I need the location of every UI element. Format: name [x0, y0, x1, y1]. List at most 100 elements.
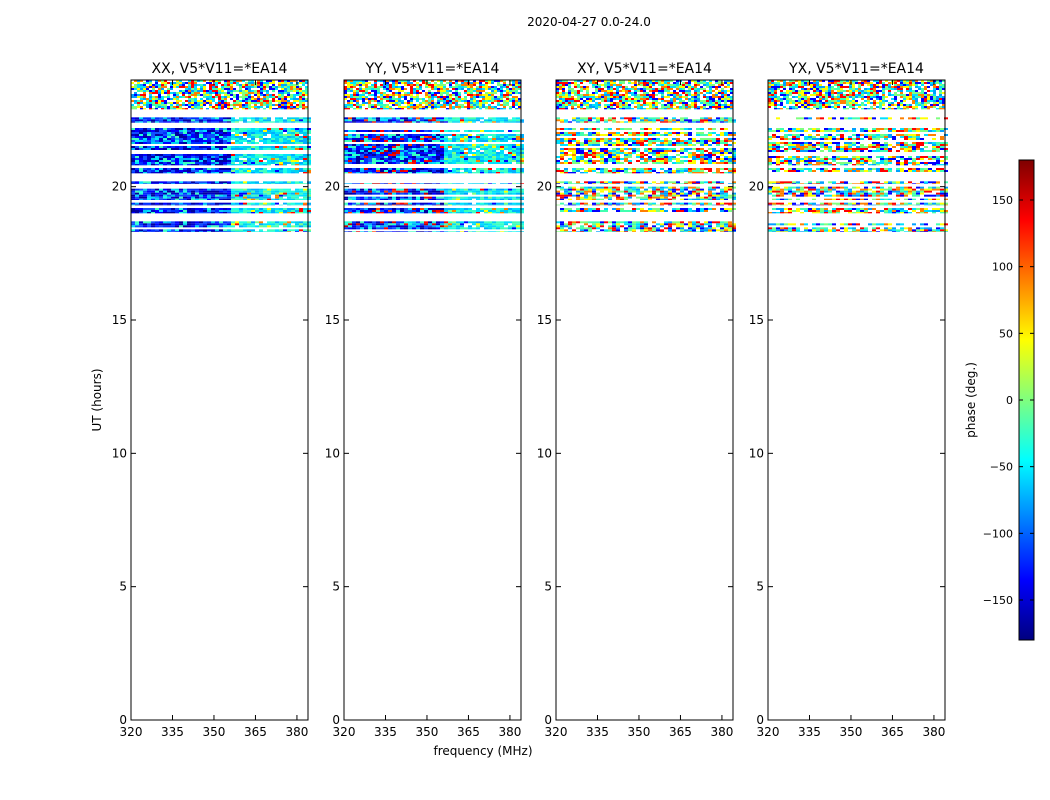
heatmap-cell — [227, 170, 231, 172]
heatmap-cell — [146, 102, 149, 104]
heatmap-cell — [257, 102, 260, 104]
heatmap-cell — [203, 117, 207, 120]
heatmap-cell — [392, 130, 396, 132]
heatmap-cell — [404, 227, 408, 230]
heatmap-cell — [283, 142, 287, 144]
heatmap-cell — [155, 128, 159, 130]
heatmap-cell — [412, 121, 416, 123]
heatmap-cell — [197, 102, 200, 104]
heatmap-cell — [185, 82, 188, 84]
heatmap-cell — [147, 190, 151, 193]
heatmap-cell — [295, 132, 299, 134]
heatmap-cell — [206, 80, 209, 82]
heatmap-cell — [504, 150, 508, 152]
heatmap-cell — [295, 170, 299, 172]
heatmap-cell — [239, 82, 242, 84]
heatmap-cell — [348, 192, 352, 195]
heatmap-cell — [199, 172, 203, 174]
heatmap-cell — [352, 192, 356, 195]
heatmap-cell — [207, 212, 211, 214]
heatmap-cell — [303, 164, 307, 166]
heatmap-cell — [147, 142, 151, 144]
heatmap-cell — [175, 154, 179, 156]
heatmap-cell — [448, 140, 452, 142]
heatmap-cell — [396, 210, 400, 212]
heatmap-cell — [263, 98, 266, 100]
heatmap-cell — [503, 86, 506, 88]
heatmap-cell — [468, 196, 472, 199]
heatmap-cell — [191, 210, 195, 212]
heatmap-cell — [476, 170, 480, 172]
heatmap-cell — [182, 96, 185, 98]
heatmap-cell — [509, 96, 512, 98]
heatmap-cell — [396, 231, 400, 232]
heatmap-cell — [239, 172, 243, 174]
heatmap-cell — [171, 142, 175, 144]
heatmap-cell — [175, 190, 179, 193]
heatmap-cell — [233, 90, 236, 92]
heatmap-cell — [227, 221, 231, 224]
heatmap-cell — [291, 208, 295, 210]
heatmap-cell — [396, 138, 400, 140]
heatmap-cell — [488, 162, 492, 164]
heatmap-cell — [416, 121, 420, 123]
heatmap-cell — [392, 204, 396, 206]
heatmap-cell — [275, 140, 279, 142]
heatmap-cell — [296, 92, 299, 94]
heatmap-cell — [424, 208, 428, 210]
heatmap-cell — [159, 225, 163, 228]
heatmap-cell — [267, 156, 271, 158]
heatmap-cell — [179, 221, 183, 224]
heatmap-cell — [230, 88, 233, 90]
heatmap-cell — [448, 196, 452, 199]
heatmap-cell — [251, 156, 255, 158]
heatmap-cell — [267, 158, 271, 160]
heatmap-cell — [464, 225, 468, 228]
heatmap-cell — [440, 225, 444, 228]
heatmap-cell — [496, 227, 500, 230]
heatmap-cell — [195, 162, 199, 164]
heatmap-cell — [516, 210, 520, 212]
heatmap-cell — [151, 138, 155, 140]
heatmap-cell — [143, 88, 146, 90]
heatmap-cell — [275, 194, 279, 197]
heatmap-cell — [400, 210, 404, 212]
heatmap-cell — [353, 86, 356, 88]
heatmap-cell — [206, 84, 209, 86]
heatmap-cell — [384, 192, 388, 195]
heatmap-cell — [149, 106, 152, 108]
heatmap-cell — [368, 227, 372, 230]
heatmap-cell — [134, 94, 137, 96]
heatmap-cell — [428, 148, 432, 150]
heatmap-cell — [291, 225, 295, 228]
heatmap-cell — [135, 119, 139, 122]
heatmap-cell — [295, 128, 299, 130]
heatmap-cell — [247, 223, 251, 226]
heatmap-cell — [215, 231, 219, 232]
heatmap-cell — [267, 162, 271, 164]
heatmap-cell — [388, 154, 392, 156]
heatmap-cell — [302, 100, 305, 102]
heatmap-cell — [424, 134, 428, 136]
heatmap-cell — [263, 130, 267, 132]
heatmap-cell — [444, 136, 448, 138]
heatmap-cell — [348, 130, 352, 132]
heatmap-cell — [344, 154, 348, 156]
heatmap-cell — [348, 156, 352, 158]
heatmap-cell — [219, 198, 223, 200]
heatmap-cell — [500, 204, 504, 206]
heatmap-cell — [416, 130, 420, 132]
heatmap-cell — [299, 154, 303, 156]
heatmap-cell — [448, 198, 452, 200]
heatmap-cell — [432, 148, 436, 150]
heatmap-cell — [203, 98, 206, 100]
heatmap-cell — [167, 223, 171, 226]
heatmap-cell — [352, 204, 356, 206]
heatmap-cell — [207, 160, 211, 162]
heatmap-cell — [187, 168, 191, 170]
heatmap-cell — [392, 84, 395, 86]
heatmap-cell — [183, 221, 187, 224]
heatmap-cell — [227, 188, 231, 191]
heatmap-cell — [267, 190, 271, 193]
heatmap-cell — [440, 138, 444, 140]
